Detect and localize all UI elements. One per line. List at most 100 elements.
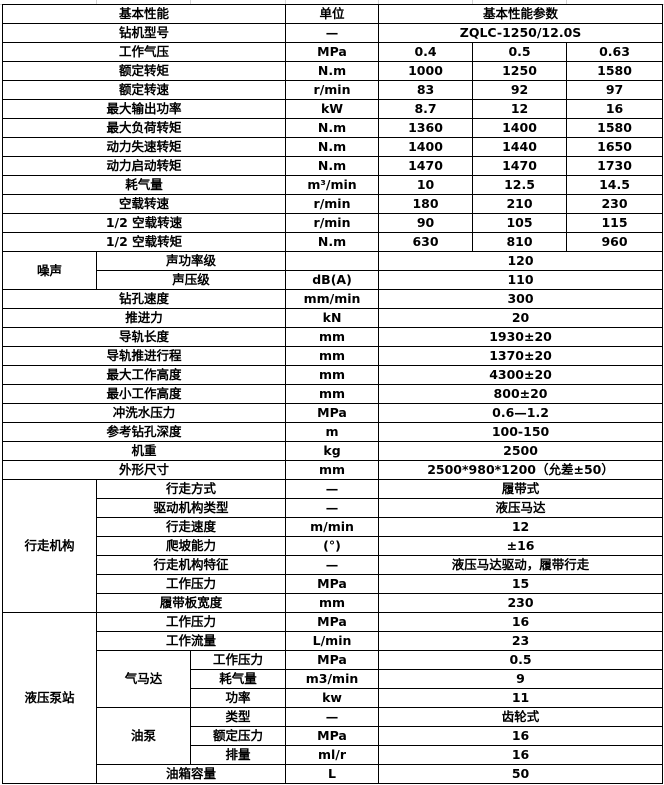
- group-label-travel[interactable]: 行走机构: [2, 479, 97, 613]
- row-value[interactable]: 0.5: [472, 42, 568, 62]
- row-label[interactable]: 导轨长度: [1, 327, 287, 347]
- row-value[interactable]: ZQLC-1250/12.0S: [378, 23, 664, 43]
- row-value[interactable]: 12.5: [472, 175, 568, 195]
- row-label[interactable]: 履带板宽度: [95, 593, 287, 613]
- row-unit[interactable]: —: [285, 707, 380, 727]
- row-label[interactable]: 额定转矩: [1, 61, 287, 81]
- row-unit[interactable]: —: [285, 498, 380, 518]
- row-value[interactable]: 15: [378, 574, 664, 594]
- row-value[interactable]: 齿轮式: [378, 707, 664, 727]
- row-value[interactable]: 50: [378, 764, 664, 784]
- row-value[interactable]: 12: [472, 99, 568, 119]
- row-value[interactable]: 105: [472, 213, 568, 233]
- row-unit[interactable]: N.m: [285, 61, 380, 81]
- header-unit[interactable]: 单位: [285, 4, 380, 24]
- row-value[interactable]: 230: [378, 593, 664, 613]
- row-unit[interactable]: mm/min: [285, 289, 380, 309]
- group-label-hydraulic[interactable]: 液压泵站: [2, 612, 97, 784]
- row-label[interactable]: 冲洗水压力: [1, 403, 287, 423]
- row-value[interactable]: 0.5: [378, 650, 664, 670]
- row-value[interactable]: 0.4: [378, 42, 474, 62]
- row-value[interactable]: 810: [472, 232, 568, 252]
- row-label[interactable]: 最大负荷转矩: [1, 118, 287, 138]
- row-label[interactable]: 行走方式: [95, 479, 287, 499]
- row-unit[interactable]: MPa: [285, 403, 380, 423]
- row-label[interactable]: 耗气量: [1, 175, 287, 195]
- group-label-noise[interactable]: 噪声: [2, 251, 97, 290]
- row-unit[interactable]: kW: [285, 99, 380, 119]
- row-value[interactable]: 120: [378, 251, 664, 271]
- row-value[interactable]: 83: [378, 80, 474, 100]
- row-value[interactable]: 300: [378, 289, 664, 309]
- row-value[interactable]: 液压马达驱动，履带行走: [378, 555, 664, 575]
- row-value[interactable]: 16: [378, 612, 664, 632]
- row-label[interactable]: 工作压力: [95, 574, 287, 594]
- row-unit[interactable]: MPa: [285, 726, 380, 746]
- row-unit[interactable]: r/min: [285, 194, 380, 214]
- row-unit[interactable]: N.m: [285, 137, 380, 157]
- row-unit[interactable]: r/min: [285, 80, 380, 100]
- row-value[interactable]: 1580: [566, 61, 664, 81]
- row-label[interactable]: 1/2 空载转速: [1, 213, 287, 233]
- row-label[interactable]: 钻机型号: [1, 23, 287, 43]
- row-value[interactable]: ±16: [378, 536, 664, 556]
- row-label[interactable]: 参考钻孔深度: [1, 422, 287, 442]
- row-value[interactable]: 4300±20: [378, 365, 664, 385]
- row-unit[interactable]: [285, 251, 380, 271]
- row-unit[interactable]: MPa: [285, 574, 380, 594]
- row-value[interactable]: 2500*980*1200（允差±50）: [378, 460, 664, 480]
- row-unit[interactable]: mm: [285, 384, 380, 404]
- row-unit[interactable]: dB(A): [285, 270, 380, 290]
- row-value[interactable]: 1650: [566, 137, 664, 157]
- row-unit[interactable]: L/min: [285, 631, 380, 651]
- row-label[interactable]: 钻孔速度: [1, 289, 287, 309]
- row-unit[interactable]: (°): [285, 536, 380, 556]
- row-label[interactable]: 外形尺寸: [1, 460, 287, 480]
- row-unit[interactable]: ml/r: [285, 745, 380, 765]
- row-label[interactable]: 类型: [189, 707, 287, 727]
- row-label[interactable]: 导轨推进行程: [1, 346, 287, 366]
- row-value[interactable]: 0.6—1.2: [378, 403, 664, 423]
- row-label[interactable]: 动力启动转矩: [1, 156, 287, 176]
- row-value[interactable]: 16: [378, 726, 664, 746]
- row-value[interactable]: 1400: [472, 118, 568, 138]
- row-unit[interactable]: m/min: [285, 517, 380, 537]
- row-label[interactable]: 推进力: [1, 308, 287, 328]
- row-label[interactable]: 工作流量: [95, 631, 287, 651]
- row-value[interactable]: 1250: [472, 61, 568, 81]
- row-unit[interactable]: m: [285, 422, 380, 442]
- row-unit[interactable]: —: [285, 23, 380, 43]
- row-value[interactable]: 20: [378, 308, 664, 328]
- row-value[interactable]: 1470: [378, 156, 474, 176]
- row-label[interactable]: 声功率级: [95, 251, 287, 271]
- row-value[interactable]: 180: [378, 194, 474, 214]
- row-unit[interactable]: N.m: [285, 118, 380, 138]
- row-value[interactable]: 16: [378, 745, 664, 765]
- row-value[interactable]: 1400: [378, 137, 474, 157]
- row-unit[interactable]: MPa: [285, 650, 380, 670]
- row-label[interactable]: 工作气压: [1, 42, 287, 62]
- row-label[interactable]: 爬坡能力: [95, 536, 287, 556]
- row-value[interactable]: 1930±20: [378, 327, 664, 347]
- subgroup-label[interactable]: 气马达: [96, 650, 191, 708]
- row-label[interactable]: 功率: [189, 688, 287, 708]
- row-label[interactable]: 行走速度: [95, 517, 287, 537]
- row-unit[interactable]: kN: [285, 308, 380, 328]
- row-label[interactable]: 耗气量: [189, 669, 287, 689]
- row-value[interactable]: 90: [378, 213, 474, 233]
- row-value[interactable]: 92: [472, 80, 568, 100]
- row-label[interactable]: 工作压力: [95, 612, 287, 632]
- row-label[interactable]: 额定压力: [189, 726, 287, 746]
- row-value[interactable]: 1440: [472, 137, 568, 157]
- row-value[interactable]: 履带式: [378, 479, 664, 499]
- row-label[interactable]: 1/2 空载转矩: [1, 232, 287, 252]
- row-label[interactable]: 工作压力: [189, 650, 287, 670]
- row-value[interactable]: 9: [378, 669, 664, 689]
- row-unit[interactable]: L: [285, 764, 380, 784]
- row-unit[interactable]: kg: [285, 441, 380, 461]
- row-value[interactable]: 16: [566, 99, 664, 119]
- row-value[interactable]: 10: [378, 175, 474, 195]
- row-label[interactable]: 动力失速转矩: [1, 137, 287, 157]
- row-value[interactable]: 1730: [566, 156, 664, 176]
- row-value[interactable]: 800±20: [378, 384, 664, 404]
